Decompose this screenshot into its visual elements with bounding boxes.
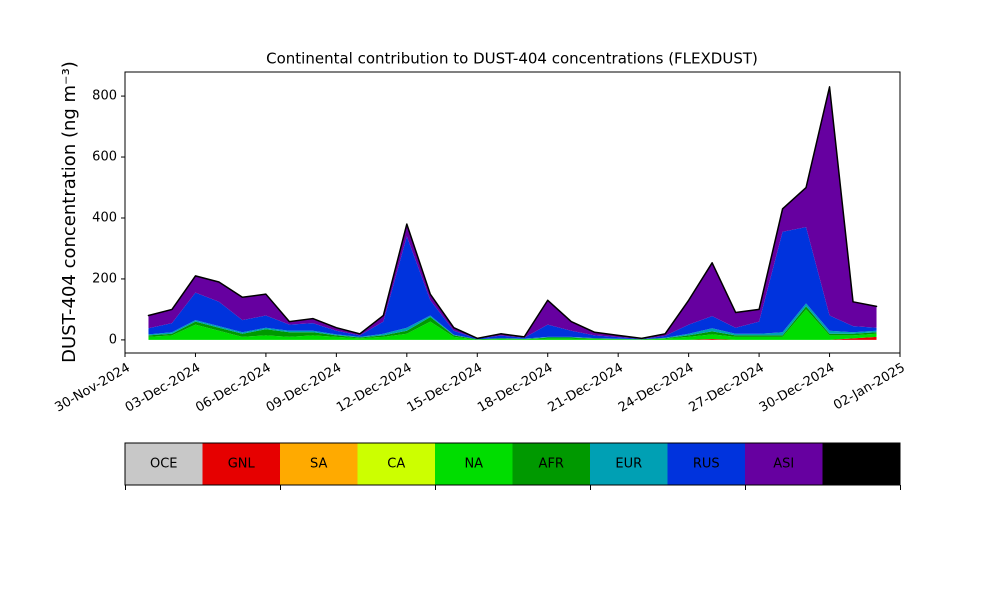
legend-label: SA	[310, 457, 327, 472]
plot-frame	[124, 71, 901, 354]
legend-label: CA	[387, 457, 405, 472]
x-tick-label: 02-Jan-2025	[831, 361, 908, 414]
x-tick-label: 12-Dec-2024	[334, 361, 414, 416]
x-tick-label: 09-Dec-2024	[264, 361, 344, 416]
legend-frame	[124, 442, 901, 486]
x-tick-label: 15-Dec-2024	[405, 361, 485, 416]
legend-label: GNL	[228, 457, 256, 472]
y-axis-label: DUST-404 concentration (ng m⁻³)	[59, 61, 80, 363]
x-tick-label: 27-Dec-2024	[686, 361, 766, 416]
legend-swatch	[125, 443, 203, 485]
y-tick-label: 200	[92, 271, 117, 286]
legend-label: EUR	[615, 457, 642, 472]
x-tick-label: 03-Dec-2024	[123, 361, 203, 416]
y-tick-label: 0	[109, 332, 117, 347]
legend-swatch	[822, 443, 900, 485]
area	[148, 309, 877, 340]
x-tick-label: 21-Dec-2024	[546, 361, 626, 416]
legend-swatch	[202, 443, 280, 485]
legend-swatch	[745, 443, 823, 485]
legend-swatch	[280, 443, 358, 485]
legend-swatch	[512, 443, 590, 485]
legend-swatch	[667, 443, 745, 485]
chart-title: Continental contribution to DUST-404 con…	[266, 50, 758, 68]
x-tick-label: 30-Nov-2024	[52, 361, 132, 416]
legend-label: NA	[464, 457, 483, 472]
area	[147, 86, 878, 340]
y-tick-label: 600	[92, 150, 117, 165]
x-tick-label: 24-Dec-2024	[616, 361, 696, 416]
x-tick-label: 30-Dec-2024	[757, 361, 837, 416]
legend-label: OCE	[150, 457, 178, 472]
legend-swatch	[590, 443, 668, 485]
y-tick-label: 400	[92, 210, 117, 225]
legend-label: RUS	[693, 457, 720, 472]
legend-label: AUS	[848, 457, 875, 472]
x-tick-label: 06-Dec-2024	[193, 361, 273, 416]
y-tick-label: 800	[92, 89, 117, 104]
legend-label: ASI	[773, 457, 794, 472]
area	[148, 303, 877, 340]
legend-swatch	[435, 443, 513, 485]
area	[148, 306, 877, 340]
x-tick-label: 18-Dec-2024	[475, 361, 555, 416]
legend-ticks	[125, 485, 901, 490]
legend-label: AFR	[539, 457, 564, 472]
legend-swatch	[357, 443, 435, 485]
area	[148, 227, 877, 340]
